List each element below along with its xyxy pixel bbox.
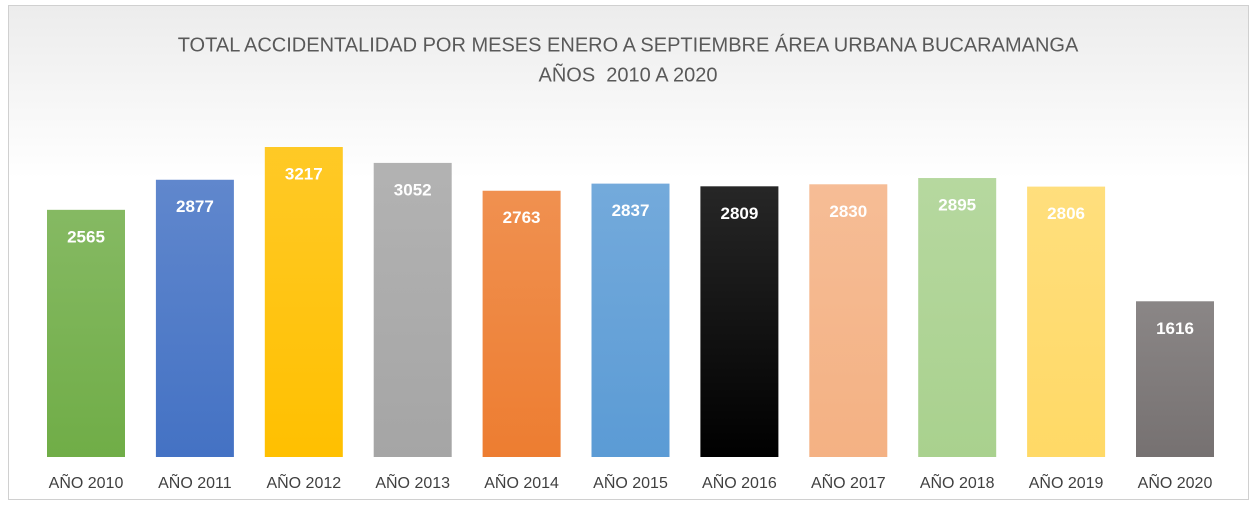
bar — [700, 186, 779, 457]
bar — [47, 209, 125, 457]
chart-title: TOTAL ACCIDENTALIDAD POR MESES ENERO A S… — [178, 33, 1079, 56]
bar — [1136, 301, 1214, 457]
data-label: 1616 — [1156, 319, 1194, 338]
x-tick-label: AÑO 2017 — [811, 472, 886, 492]
bar — [591, 183, 670, 457]
data-label: 2565 — [67, 227, 105, 246]
bar — [155, 179, 234, 458]
data-label: 3052 — [394, 180, 432, 199]
bar — [482, 190, 561, 457]
bar — [918, 178, 997, 457]
data-label: 2763 — [503, 208, 541, 227]
data-label: 2877 — [176, 197, 214, 216]
x-tick-label: AÑO 2016 — [702, 472, 777, 492]
bar — [373, 162, 452, 457]
x-tick-label: AÑO 2011 — [158, 472, 232, 492]
bar — [809, 184, 888, 457]
x-tick-label: AÑO 2019 — [1029, 472, 1104, 492]
x-tick-label: AÑO 2012 — [266, 472, 341, 492]
data-label: 2806 — [1047, 204, 1085, 223]
data-label: 3217 — [285, 164, 323, 183]
x-tick-label: AÑO 2018 — [920, 472, 995, 492]
chart-subtitle: AÑOS 2010 A 2020 — [538, 62, 717, 86]
x-tick-label: AÑO 2015 — [593, 472, 668, 492]
data-label: 2837 — [612, 201, 650, 220]
data-label: 2830 — [829, 202, 867, 221]
x-tick-label: AÑO 2020 — [1138, 472, 1213, 492]
data-label: 2895 — [938, 196, 976, 215]
bar — [264, 147, 343, 457]
x-tick-label: AÑO 2014 — [484, 472, 559, 492]
x-tick-label: AÑO 2013 — [375, 472, 450, 492]
data-label: 2809 — [720, 204, 758, 223]
bar — [1027, 186, 1106, 457]
x-tick-label: AÑO 2010 — [49, 472, 124, 492]
